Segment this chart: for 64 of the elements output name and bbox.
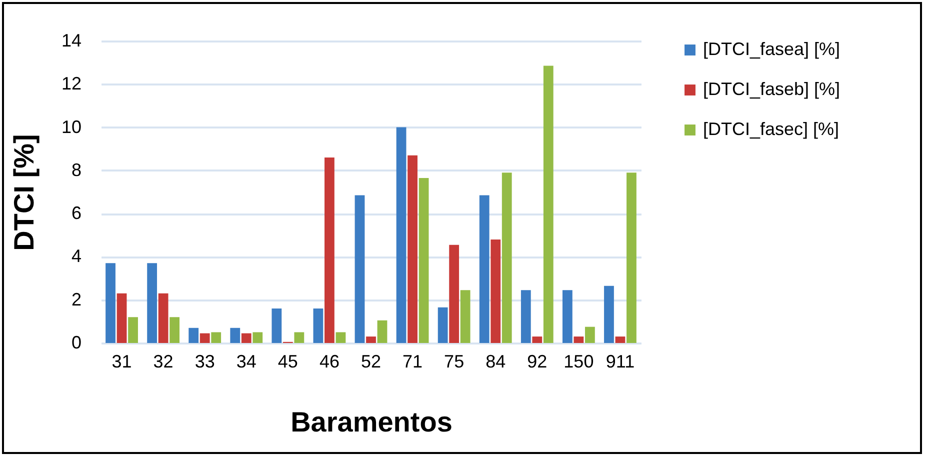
bar (479, 195, 490, 343)
y-tick-label: 2 (71, 289, 82, 310)
bar (170, 317, 180, 343)
x-tick-label: 32 (153, 352, 174, 372)
bar (106, 263, 116, 343)
x-tick-label: 31 (112, 352, 132, 372)
x-axis-title: Baramentos (290, 406, 452, 438)
bar (604, 286, 614, 343)
bar (366, 336, 376, 343)
x-tick-label: 33 (194, 352, 215, 372)
y-tick-label: 0 (71, 332, 82, 352)
bar (584, 326, 595, 343)
legend-label: [DTCI_faseb] [%] (703, 79, 840, 99)
bar (147, 263, 158, 343)
x-tick-label: 84 (486, 352, 506, 372)
bar (502, 172, 512, 343)
bar (200, 333, 210, 343)
bar (230, 328, 240, 343)
bar (520, 290, 531, 343)
bar (562, 290, 572, 343)
x-tick-label: 52 (360, 352, 382, 372)
bar (116, 293, 127, 343)
bar (460, 290, 470, 343)
bar (377, 320, 388, 343)
x-tick-label: 46 (319, 352, 340, 372)
bar (211, 332, 222, 343)
x-tick-label: 92 (527, 352, 548, 372)
bar (438, 307, 448, 343)
bar (324, 157, 334, 343)
x-tick-label: 150 (564, 352, 594, 372)
bar (543, 66, 554, 343)
y-tick-label: 12 (61, 74, 82, 94)
bar (574, 336, 584, 343)
bar (252, 332, 263, 343)
bar (396, 127, 406, 343)
bar (158, 293, 168, 343)
legend-label: [DTCI_fasea] [%] (703, 39, 840, 59)
y-tick-label: 8 (71, 160, 82, 180)
bar (272, 308, 282, 343)
bar (418, 178, 429, 343)
y-tick-label: 14 (61, 30, 82, 50)
bar (626, 172, 636, 343)
bar (188, 328, 199, 343)
bar (241, 333, 252, 343)
y-tick-label: 10 (61, 116, 82, 137)
bar (128, 317, 138, 343)
bar (532, 336, 542, 343)
bar (294, 332, 304, 343)
bar (313, 308, 324, 343)
x-tick-label: 45 (278, 352, 298, 372)
legend-label: [DTCI_fasec] [%] (703, 119, 840, 139)
bar (615, 336, 626, 343)
y-axis-title: DTCI [%] (8, 134, 40, 251)
x-tick-label: 75 (444, 352, 464, 372)
x-tick-label: 71 (402, 352, 423, 372)
bar (336, 332, 346, 343)
y-tick-label: 4 (71, 246, 82, 266)
bar (408, 155, 418, 343)
bar (354, 195, 365, 343)
bar (449, 244, 460, 343)
y-tick-label: 6 (71, 203, 82, 224)
x-tick-label: 34 (236, 352, 256, 372)
x-tick-label: 911 (606, 352, 635, 372)
bar (490, 239, 501, 343)
